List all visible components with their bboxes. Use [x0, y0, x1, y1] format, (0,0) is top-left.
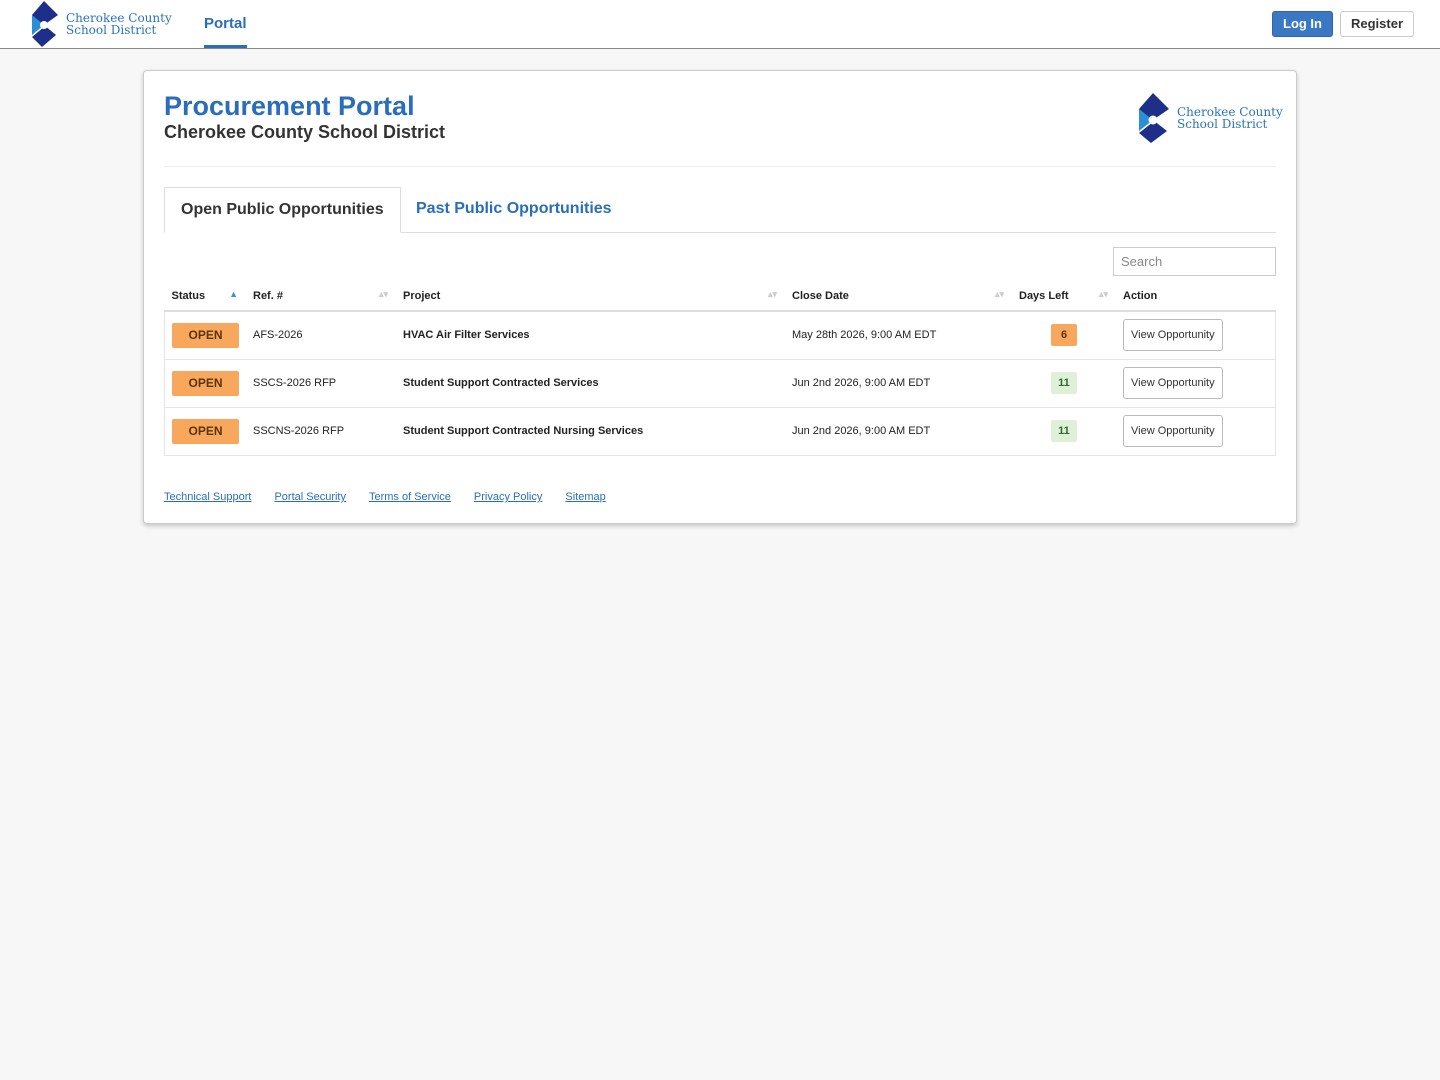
table-cell: Student Support Contracted Services: [396, 358, 785, 407]
column-label: Action: [1123, 289, 1158, 302]
table-cell: View Opportunity: [1116, 406, 1276, 455]
status-badge: OPEN: [172, 418, 239, 444]
table-cell: 11: [1012, 358, 1116, 407]
page-title: Procurement Portal: [164, 91, 415, 121]
column-header[interactable]: Close Date ▴▾: [785, 281, 1012, 312]
cell-text: May 28th 2026, 9:00 AM EDT: [792, 329, 937, 342]
table-cell: May 28th 2026, 9:00 AM EDT: [785, 310, 1012, 359]
table-cell: View Opportunity: [1116, 310, 1276, 359]
logo: Cherokee County School District: [1137, 93, 1283, 143]
header-row: Status ▲ Ref. # ▴▾ Project ▴▾ Close Date ▴▾ Days…: [164, 281, 1276, 312]
logo[interactable]: Cherokee County School District: [30, 1, 172, 47]
table-cell: View Opportunity: [1116, 358, 1276, 407]
sort-icon: ▴▾: [767, 289, 777, 299]
table-row: OPEN SSCS-2026 RFP Student Support Contrac…: [164, 358, 1276, 407]
column-label: Days Left: [1019, 289, 1069, 302]
footer-link[interactable]: Sitemap: [565, 491, 606, 503]
footer-links: Technical Support Portal Security Terms of…: [164, 491, 629, 503]
days-left-badge: 6: [1051, 324, 1077, 347]
logo-text: School District: [66, 23, 157, 37]
table-cell: HVAC Air Filter Services: [396, 310, 785, 359]
status-badge: OPEN: [172, 322, 239, 348]
logo-mark: [1139, 93, 1169, 143]
days-left-badge: 11: [1051, 372, 1077, 394]
cell-text: AFS-2026: [253, 329, 303, 342]
table-cell: SSCNS-2026 RFP: [246, 406, 396, 455]
table-cell: AFS-2026: [246, 310, 396, 359]
footer-link[interactable]: Privacy Policy: [473, 491, 543, 503]
project-name: Student Support Contracted Nursing Servi…: [403, 425, 644, 437]
column-header[interactable]: Status ▲: [164, 281, 246, 312]
tabs: Open Public Opportunities Past Public Op…: [164, 187, 1276, 233]
table-cell: Student Support Contracted Nursing Servi…: [396, 406, 785, 455]
register-button[interactable]: Register: [1340, 11, 1415, 37]
login-button[interactable]: Log In: [1272, 11, 1333, 37]
logo-text: School District: [1177, 117, 1268, 131]
column-label: Project: [403, 289, 441, 302]
top-nav: Cherokee County School District Portal Lo…: [0, 0, 1440, 49]
project-name: HVAC Air Filter Services: [403, 329, 530, 342]
column-header[interactable]: Days Left ▴▾: [1012, 281, 1116, 312]
logo-text: Cherokee County: [1177, 105, 1283, 119]
sort-icon: ▴▾: [1098, 289, 1108, 299]
sort-icon: ▴▾: [994, 289, 1004, 299]
search-input[interactable]: Search: [1113, 247, 1276, 276]
table-cell: SSCS-2026 RFP: [246, 358, 396, 407]
days-left-badge: 11: [1051, 420, 1077, 442]
view-button[interactable]: View Opportunity: [1123, 319, 1223, 352]
page-subtitle: Cherokee County School District: [164, 122, 446, 142]
column-header[interactable]: Project ▴▾: [396, 281, 785, 312]
table-cell: Jun 2nd 2026, 9:00 AM EDT: [785, 358, 1012, 407]
sort-icon: ▲: [229, 289, 238, 299]
cell-text: Jun 2nd 2026, 9:00 AM EDT: [792, 377, 931, 389]
sort-icon: ▴▾: [378, 289, 388, 299]
column-label: Status: [171, 289, 206, 302]
column-header[interactable]: Ref. # ▴▾: [246, 281, 396, 312]
table-cell: 11: [1012, 406, 1116, 455]
table-body: OPEN AFS-2026 HVAC Air Filter Services May …: [164, 310, 1276, 455]
table-cell: OPEN: [164, 310, 246, 359]
cell-text: Jun 2nd 2026, 9:00 AM EDT: [792, 425, 931, 437]
divider: [164, 166, 1276, 167]
footer-link[interactable]: Technical Support: [164, 491, 252, 503]
nav-link[interactable]: Portal: [204, 0, 247, 48]
table-row: OPEN SSCNS-2026 RFP Student Support Contra…: [164, 406, 1276, 455]
table-cell: OPEN: [164, 358, 246, 407]
logo-mark: [32, 1, 58, 47]
status-badge: OPEN: [172, 370, 239, 396]
column-label: Close Date: [792, 289, 849, 302]
table-row: OPEN AFS-2026 HVAC Air Filter Services May …: [164, 310, 1276, 359]
project-name: Student Support Contracted Services: [403, 377, 599, 389]
table-cell: Jun 2nd 2026, 9:00 AM EDT: [785, 406, 1012, 455]
tab[interactable]: Past Public Opportunities: [416, 200, 612, 217]
cell-text: SSCS-2026 RFP: [253, 377, 337, 389]
view-button[interactable]: View Opportunity: [1123, 415, 1223, 447]
opportunities-table: Status ▲ Ref. # ▴▾ Project ▴▾ Close Date ▴▾ Days…: [164, 281, 1276, 456]
view-button[interactable]: View Opportunity: [1123, 367, 1223, 399]
portal-card: Procurement Portal Cherokee County Schoo…: [143, 70, 1297, 524]
footer-link[interactable]: Portal Security: [274, 491, 346, 503]
footer-link[interactable]: Terms of Service: [368, 491, 451, 503]
logo-text: Cherokee County: [66, 11, 172, 25]
column-label: Ref. #: [253, 289, 283, 302]
table-cell: 6: [1012, 310, 1116, 359]
tab[interactable]: Open Public Opportunities: [164, 187, 401, 233]
column-header: Action: [1116, 281, 1276, 312]
table-cell: OPEN: [164, 406, 246, 455]
cell-text: SSCNS-2026 RFP: [253, 425, 345, 437]
